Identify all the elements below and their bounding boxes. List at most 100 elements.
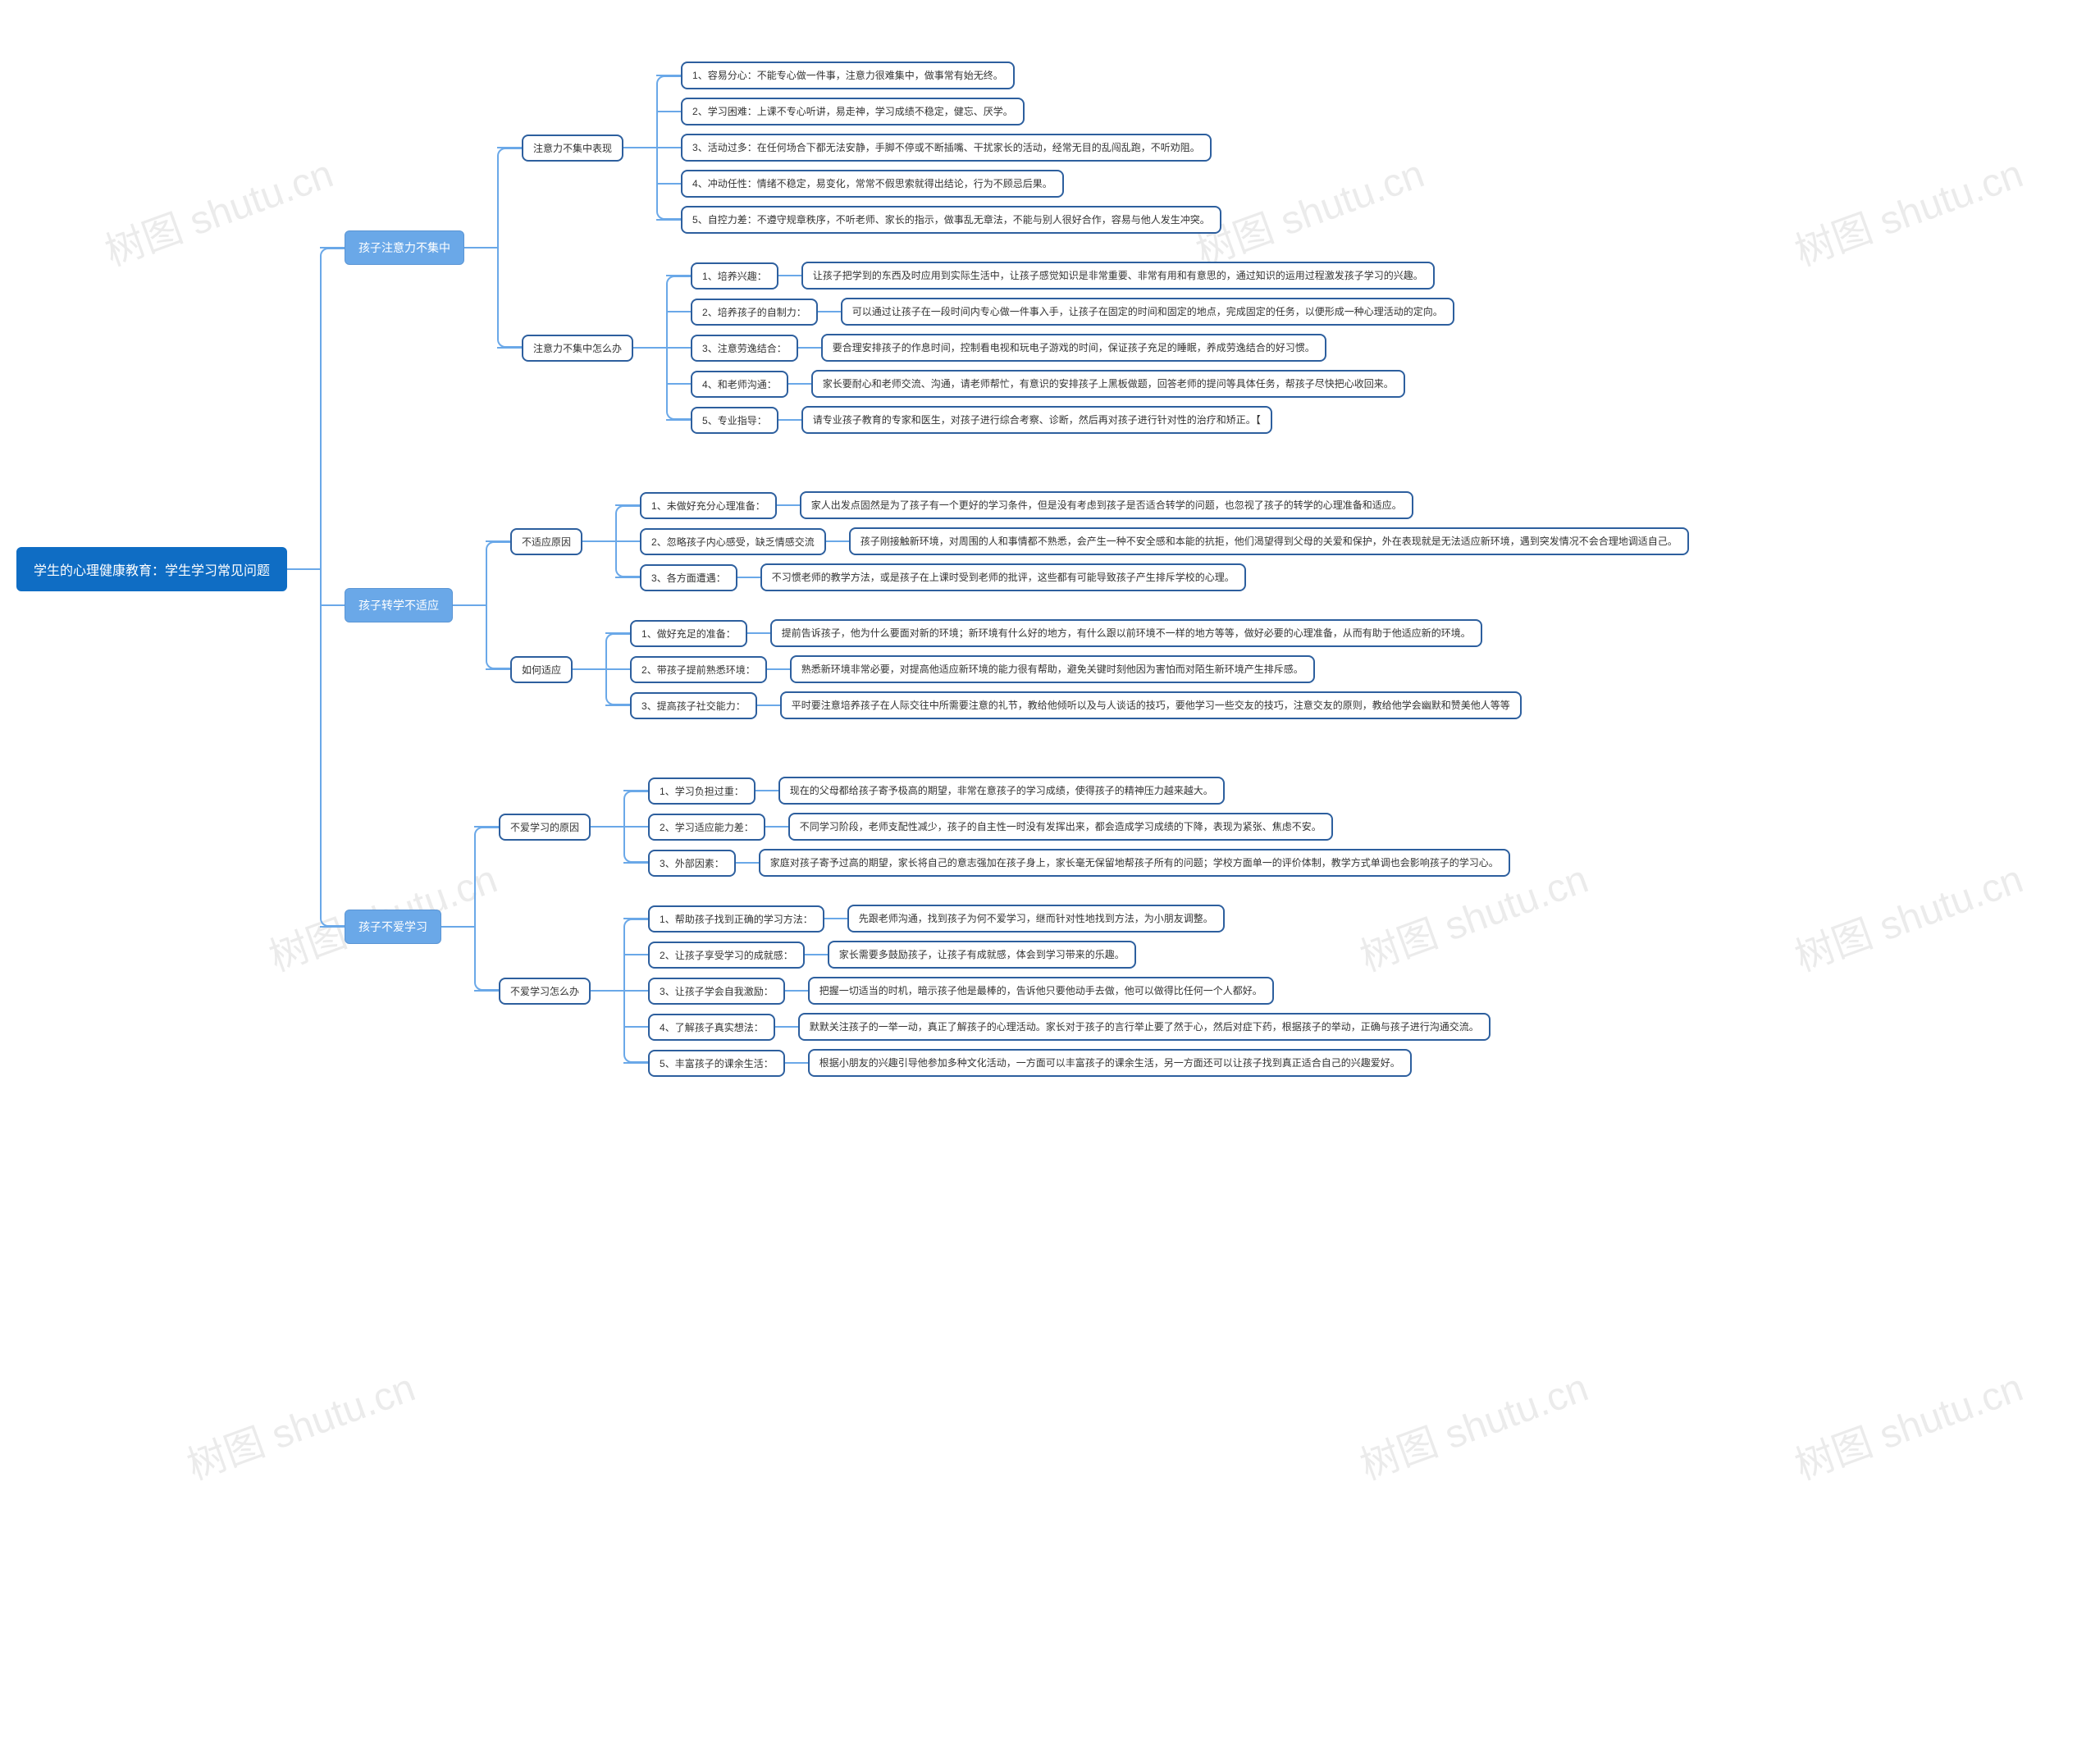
branch-transfer-groups: 不适应原因 1、未做好充分心理准备：家人出发点固然是为了孩子有一个更好的学习条件，… (510, 477, 1689, 733)
item-key: 3、提高孩子社交能力： (630, 692, 757, 719)
item-key: 2、学习适应能力差： (648, 814, 765, 841)
bracket (615, 487, 640, 595)
transfer-adapt-item-0: 1、做好充足的准备：提前告诉孩子，他为什么要面对新的环境；新环境有什么好的地方，… (630, 619, 1522, 647)
transfer-causes: 不适应原因 1、未做好充分心理准备：家人出发点固然是为了孩子有一个更好的学习条件，… (510, 487, 1689, 595)
transfer-causes-label: 不适应原因 (510, 528, 582, 555)
dislike-solutions-item-2: 3、让孩子学会自我激励：把握一切适当的时机，暗示孩子他是最棒的，告诉他只要他动手… (648, 977, 1491, 1005)
item-text: 4、冲动任性：情绪不稳定，易变化，常常不假思索就得出结论，行为不顾忌后果。 (681, 170, 1064, 198)
connector (591, 826, 623, 828)
branch-transfer-label: 孩子转学不适应 (345, 588, 453, 622)
connector (737, 577, 760, 578)
item-key: 5、丰富孩子的课余生活： (648, 1050, 785, 1077)
attention-solutions-item-4: 5、专业指导： 请专业孩子教育的专家和医生，对孩子进行综合考察、诊断，然后再对孩子… (691, 406, 1454, 434)
connector (767, 668, 790, 670)
connector (756, 790, 778, 791)
item-text: 家长要耐心和老师交流、沟通，请老师帮忙，有意识的安排孩子上黑板做题，回答老师的提… (811, 370, 1405, 398)
bracket (474, 763, 499, 1091)
dislike-solutions-item-4: 5、丰富孩子的课余生活： 根据小朋友的兴趣引导他参加多种文化活动，一方面可以丰富孩… (648, 1049, 1491, 1077)
connector (287, 568, 320, 570)
item-text: 2、学习困难：上课不专心听讲，易走神，学习成绩不稳定，健忘、厌学。 (681, 98, 1025, 125)
attention-solutions-item-1: 2、培养孩子的自制力： 可以通过让孩子在一段时间内专心做一件事入手，让孩子在固定的… (691, 298, 1454, 326)
item-text: 让孩子把学到的东西及时应用到实际生活中，让孩子感觉知识是非常重要、非常有用和有意… (801, 262, 1435, 290)
dislike-causes: 不爱学习的原因 1、学习负担过重： 现在的父母都给孩子寄予极高的期望，非常在意孩子的… (499, 773, 1510, 881)
item-key: 1、学习负担过重： (648, 777, 756, 805)
attention-solutions-item-0: 1、培养兴趣： 让孩子把学到的东西及时应用到实际生活中，让孩子感觉知识是非常重要、… (691, 262, 1454, 290)
bracket (623, 773, 648, 881)
attention-solutions-item-2: 3、注意劳逸结合： 要合理安排孩子的作息时间，控制看电视和玩电子游戏的时间，保证孩… (691, 334, 1454, 362)
connector (788, 383, 811, 385)
connector (785, 990, 808, 992)
watermark: 树图 shutu.cn (1351, 1355, 1595, 1490)
item-key: 2、让孩子享受学习的成就感： (648, 942, 805, 969)
transfer-adapt-item-1: 2、带孩子提前熟悉环境：熟悉新环境非常必要，对提高他适应新环境的能力很有帮助，避… (630, 655, 1522, 683)
dislike-causes-items: 1、学习负担过重： 现在的父母都给孩子寄予极高的期望，非常在意孩子的学习成绩，使得… (648, 773, 1510, 881)
attention-symptoms-item-3: 4、冲动任性：情绪不稳定，易变化，常常不假思索就得出结论，行为不顾忌后果。 (681, 170, 1221, 198)
attention-solutions-item-3: 4、和老师沟通：家长要耐心和老师交流、沟通，请老师帮忙，有意识的安排孩子上黑板做… (691, 370, 1454, 398)
bracket (497, 48, 522, 448)
transfer-adapt: 如何适应 1、做好充足的准备：提前告诉孩子，他为什么要面对新的环境；新环境有什么好… (510, 615, 1689, 723)
dislike-solutions-label: 不爱学习怎么办 (499, 978, 591, 1005)
attention-solutions-items: 1、培养兴趣： 让孩子把学到的东西及时应用到实际生活中，让孩子感觉知识是非常重要、… (691, 258, 1454, 438)
dislike-solutions: 不爱学习怎么办 1、帮助孩子找到正确的学习方法： 先跟老师沟通，找到孩子为何不爱学习… (499, 901, 1510, 1081)
connector (623, 147, 656, 148)
item-text: 3、活动过多：在任何场合下都无法安静，手脚不停或不断插嘴、干扰家长的活动，经常无… (681, 134, 1212, 162)
item-key: 3、让孩子学会自我激励： (648, 978, 785, 1005)
connector (798, 347, 821, 349)
dislike-causes-item-1: 2、学习适应能力差： 不同学习阶段，老师支配性减少，孩子的自主性一时没有发挥出来，… (648, 813, 1510, 841)
bracket (486, 477, 510, 733)
transfer-adapt-label: 如何适应 (510, 656, 573, 683)
bracket (666, 258, 691, 438)
branch-dislike: 孩子不爱学习 不爱学习的原因 1、学习负担过重： 现在的父母都给孩子寄予极高的期望，非… (345, 763, 1689, 1091)
connector (778, 275, 801, 276)
item-key: 3、注意劳逸结合： (691, 335, 798, 362)
item-text: 不同学习阶段，老师支配性减少，孩子的自主性一时没有发挥出来，都会造成学习成绩的下… (788, 813, 1333, 841)
attention-solutions-label: 注意力不集中怎么办 (522, 335, 633, 362)
branch-dislike-label: 孩子不爱学习 (345, 910, 441, 944)
branch-attention: 孩子注意力不集中注意力不集中表现1、容易分心：不能专心做一件事，注意力很难集中，… (345, 48, 1689, 448)
branch-dislike-groups: 不爱学习的原因 1、学习负担过重： 现在的父母都给孩子寄予极高的期望，非常在意孩子的… (499, 763, 1510, 1091)
connector (826, 540, 849, 542)
watermark: 树图 shutu.cn (1786, 1355, 2029, 1490)
item-key: 5、专业指导： (691, 407, 778, 434)
watermark: 树图 shutu.cn (178, 1355, 422, 1490)
attention-symptoms: 注意力不集中表现 1、容易分心：不能专心做一件事，注意力很难集中，做事常有始无终。… (522, 57, 1454, 238)
transfer-adapt-item-2: 3、提高孩子社交能力：平时要注意培养孩子在人际交往中所需要注意的礼节，教给他倾听… (630, 691, 1522, 719)
item-key: 2、忽略孩子内心感受，缺乏情感交流 (640, 528, 826, 555)
item-key: 2、培养孩子的自制力： (691, 299, 818, 326)
item-text: 先跟老师沟通，找到孩子为何不爱学习，继而针对性地找到方法，为小朋友调整。 (847, 905, 1225, 932)
branch-attention-groups: 注意力不集中表现 1、容易分心：不能专心做一件事，注意力很难集中，做事常有始无终。… (522, 48, 1454, 448)
level1-children: 孩子注意力不集中注意力不集中表现1、容易分心：不能专心做一件事，注意力很难集中，… (345, 33, 1689, 1106)
item-text: 根据小朋友的兴趣引导他参加多种文化活动，一方面可以丰富孩子的课余生活，另一方面还… (808, 1049, 1412, 1077)
connector (453, 604, 486, 606)
dislike-causes-label: 不爱学习的原因 (499, 814, 591, 841)
connector (818, 311, 841, 312)
item-key: 1、未做好充分心理准备： (640, 492, 777, 519)
dislike-causes-item-0: 1、学习负担过重： 现在的父母都给孩子寄予极高的期望，非常在意孩子的学习成绩，使得… (648, 777, 1510, 805)
dislike-solutions-item-1: 2、让孩子享受学习的成就感： 家长需要多鼓励孩子，让孩子有成就感，体会到学习带来的… (648, 941, 1491, 969)
dislike-solutions-items: 1、帮助孩子找到正确的学习方法： 先跟老师沟通，找到孩子为何不爱学习，继而针对性地… (648, 901, 1491, 1081)
item-key: 3、各方面遭遇： (640, 564, 737, 591)
dislike-causes-item-2: 3、外部因素：家庭对孩子寄予过高的期望，家长将自己的意志强加在孩子身上，家长毫无… (648, 849, 1510, 877)
connector (591, 990, 623, 992)
item-text: 家长需要多鼓励孩子，让孩子有成就感，体会到学习带来的乐趣。 (828, 941, 1136, 969)
connector (777, 504, 800, 506)
branch-transfer: 孩子转学不适应 不适应原因 1、未做好充分心理准备：家人出发点固然是为了孩子有一个更… (345, 477, 1689, 733)
item-text: 提前告诉孩子，他为什么要面对新的环境；新环境有什么好的地方，有什么跟以前环境不一… (770, 619, 1482, 647)
item-text: 现在的父母都给孩子寄予极高的期望，非常在意孩子的学习成绩，使得孩子的精神压力越来… (778, 777, 1225, 805)
transfer-causes-items: 1、未做好充分心理准备：家人出发点固然是为了孩子有一个更好的学习条件，但是没有考… (640, 487, 1689, 595)
item-text: 请专业孩子教育的专家和医生，对孩子进行综合考察、诊断，然后再对孩子进行针对性的治… (801, 406, 1272, 434)
item-text: 要合理安排孩子的作息时间，控制看电视和玩电子游戏的时间，保证孩子充足的睡眠，养成… (821, 334, 1326, 362)
item-key: 1、帮助孩子找到正确的学习方法： (648, 905, 824, 932)
item-text: 1、容易分心：不能专心做一件事，注意力很难集中，做事常有始无终。 (681, 62, 1015, 89)
attention-symptoms-label: 注意力不集中表现 (522, 135, 623, 162)
bracket (656, 57, 681, 238)
connector (765, 826, 788, 828)
item-text: 可以通过让孩子在一段时间内专心做一件事入手，让孩子在固定的时间和固定的地点，完成… (841, 298, 1454, 326)
item-key: 1、培养兴趣： (691, 262, 778, 290)
dislike-solutions-item-3: 4、了解孩子真实想法：默默关注孩子的一举一动，真正了解孩子的心理活动。家长对于孩… (648, 1013, 1491, 1041)
connector (747, 632, 770, 634)
item-text: 不习惯老师的教学方法，或是孩子在上课时受到老师的批评，这些都有可能导致孩子产生排… (760, 563, 1246, 591)
connector (805, 954, 828, 955)
attention-solutions: 注意力不集中怎么办 1、培养兴趣： 让孩子把学到的东西及时应用到实际生活中，让孩子感… (522, 258, 1454, 438)
item-text: 默默关注孩子的一举一动，真正了解孩子的心理活动。家长对于孩子的言行举止要了然于心… (798, 1013, 1491, 1041)
